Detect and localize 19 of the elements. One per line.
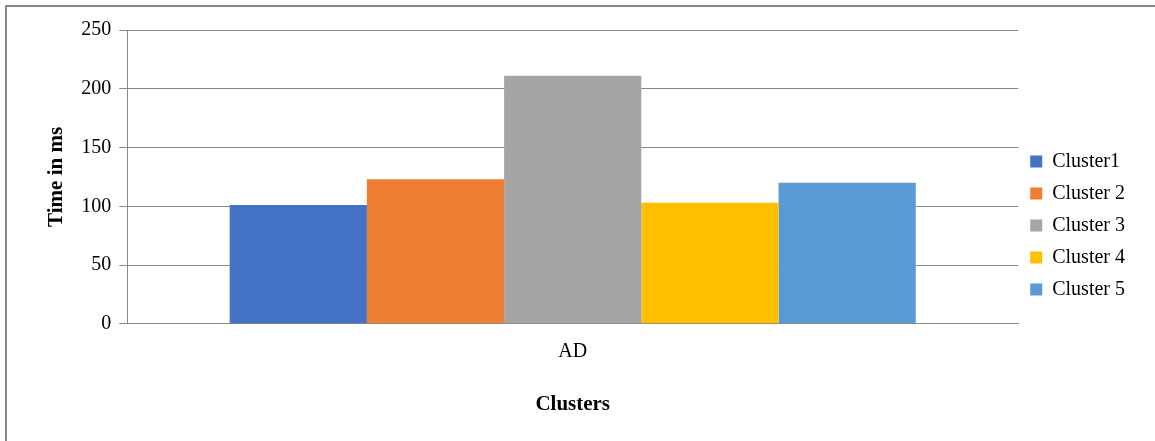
y-tick-label: 250 <box>81 17 112 40</box>
legend-label: Cluster 5 <box>1052 276 1126 299</box>
bar <box>504 75 642 324</box>
x-tick-label: AD <box>558 339 588 362</box>
legend-label: Cluster 3 <box>1052 212 1126 235</box>
legend-label: Cluster 2 <box>1052 180 1126 203</box>
y-tick-label: 0 <box>101 311 112 334</box>
bar <box>366 179 505 324</box>
bar <box>229 205 367 324</box>
y-tick-label: 150 <box>81 134 112 157</box>
y-tick-label: 50 <box>91 252 112 275</box>
legend-label: Cluster1 <box>1052 148 1121 171</box>
bar <box>778 182 916 324</box>
x-axis-title: Clusters <box>535 390 611 415</box>
legend-label: Cluster 4 <box>1052 244 1126 267</box>
y-axis-title: Time in ms <box>43 126 68 227</box>
y-tick-label: 200 <box>81 76 112 99</box>
bar <box>641 202 779 324</box>
y-tick-label: 100 <box>81 193 112 216</box>
